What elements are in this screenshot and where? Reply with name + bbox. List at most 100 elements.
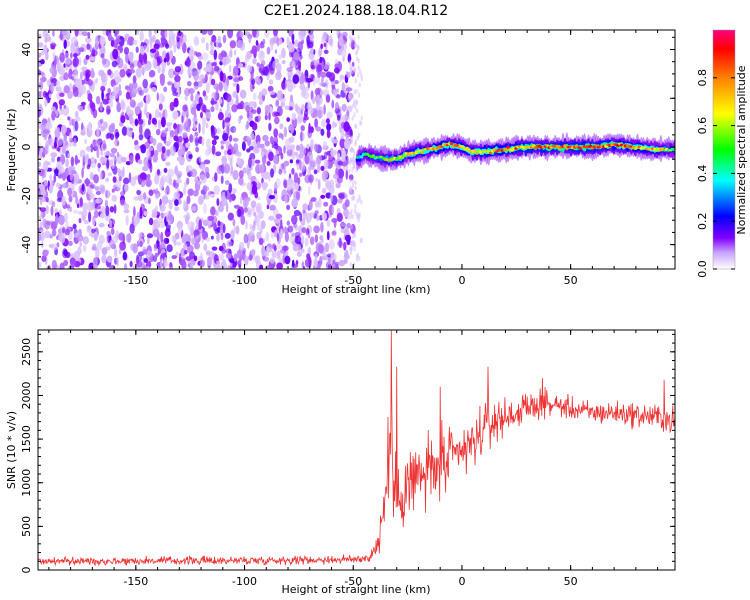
heat-cell	[45, 122, 53, 130]
heat-cell	[202, 90, 207, 97]
heat-cell	[50, 157, 56, 163]
heat-cell	[166, 149, 171, 157]
heat-cell	[90, 156, 96, 164]
heat-cell	[202, 193, 210, 200]
heat-cell	[39, 207, 47, 213]
heat-cell	[125, 105, 131, 116]
heat-cell	[230, 229, 235, 240]
heat-cell	[179, 140, 183, 149]
heat-cell	[68, 68, 73, 80]
heat-cell	[38, 142, 41, 147]
heat-cell	[145, 260, 152, 269]
heat-cell	[316, 108, 324, 119]
heat-cell	[124, 263, 128, 269]
heat-cell	[134, 118, 139, 127]
colorbar-tick-label: 0.8	[696, 69, 709, 87]
heat-cell	[98, 184, 106, 192]
heat-cell	[236, 208, 242, 218]
heat-cell	[281, 60, 286, 64]
heat-cell	[128, 83, 133, 93]
heat-cell	[306, 103, 312, 110]
heat-cell	[138, 133, 144, 141]
heat-cell	[134, 140, 139, 146]
heat-cell	[72, 53, 78, 58]
heat-cell	[85, 146, 92, 152]
heat-cell	[107, 32, 112, 42]
heat-cell	[292, 74, 300, 85]
heat-cell	[73, 251, 81, 259]
snr-x-axis-label: Height of straight line (km)	[281, 583, 430, 596]
heat-cell	[323, 42, 327, 48]
heat-cell	[273, 182, 278, 193]
heat-cell	[283, 126, 288, 138]
heat-cell	[322, 140, 328, 149]
heat-cell	[109, 219, 113, 229]
heat-cell	[148, 30, 152, 38]
heat-cell	[321, 187, 327, 194]
colorbar-frame	[712, 29, 736, 270]
heat-cell	[52, 30, 55, 37]
heat-cell	[54, 126, 61, 131]
heat-cell	[120, 101, 126, 111]
heat-cell	[174, 199, 179, 207]
heat-cell	[131, 87, 138, 95]
heat-cell	[285, 138, 292, 147]
heat-cell	[116, 151, 120, 158]
heat-cell	[178, 252, 182, 262]
heat-cell	[349, 262, 353, 267]
heat-cell	[194, 131, 199, 137]
heat-cell	[146, 45, 150, 53]
heat-cell	[149, 69, 156, 78]
heat-cell	[67, 116, 70, 121]
heat-cell	[323, 170, 329, 179]
heat-cell	[225, 93, 232, 103]
heat-cell	[109, 153, 115, 158]
heat-cell	[123, 177, 130, 185]
heat-cell	[186, 244, 194, 254]
heat-cell	[266, 160, 271, 166]
heat-cell	[304, 237, 309, 247]
heat-cell	[318, 243, 324, 254]
heat-cell	[205, 82, 210, 94]
heat-cell	[190, 168, 198, 178]
heat-cell	[194, 51, 198, 56]
heat-cell	[210, 106, 215, 113]
heat-cell	[346, 71, 351, 79]
heat-cell	[338, 193, 345, 200]
y-tick-label: 0	[20, 567, 33, 574]
heat-cell	[305, 228, 308, 236]
heat-cell	[68, 132, 73, 142]
heat-cell	[95, 205, 101, 210]
heat-cell	[67, 142, 74, 147]
heat-cell	[84, 154, 89, 166]
heat-cell	[161, 129, 168, 137]
heat-cell	[104, 73, 108, 83]
heat-cell	[257, 256, 261, 266]
heat-cell	[81, 183, 85, 192]
heat-cell	[87, 158, 92, 168]
heat-cell	[123, 203, 130, 211]
heat-cell	[99, 171, 103, 181]
heat-cell	[251, 78, 256, 86]
heat-cell	[318, 46, 323, 56]
heat-cell	[353, 101, 356, 107]
heat-cell	[95, 248, 100, 260]
heat-cell	[252, 30, 257, 38]
heat-cell	[186, 177, 190, 185]
heat-cell	[119, 199, 126, 207]
heat-cell	[228, 241, 234, 246]
heat-cell	[161, 146, 166, 154]
heat-cell	[101, 90, 104, 101]
heat-cell	[118, 36, 125, 47]
x-tick-label: 0	[458, 575, 465, 588]
heat-cell	[286, 117, 291, 122]
heat-cell	[177, 135, 183, 143]
heat-cell	[200, 164, 206, 172]
heat-cell	[216, 198, 220, 207]
heat-cell	[123, 47, 130, 55]
heat-cell	[264, 140, 270, 147]
spectrogram-y-axis-label: Frequency (Hz)	[5, 109, 18, 192]
heat-cell	[169, 49, 174, 60]
heat-cell	[115, 38, 121, 43]
heat-cell	[210, 100, 218, 105]
